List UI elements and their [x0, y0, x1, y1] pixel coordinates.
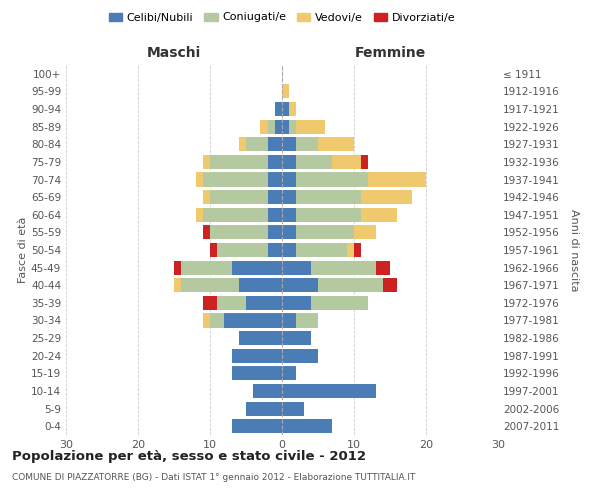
Bar — [368, 172, 426, 186]
Bar — [246, 137, 268, 152]
Bar — [232, 419, 282, 433]
Bar — [289, 120, 296, 134]
Bar — [361, 190, 412, 204]
Bar — [246, 296, 282, 310]
Bar — [174, 260, 181, 274]
Bar — [210, 190, 268, 204]
Bar — [282, 190, 296, 204]
Bar — [210, 226, 268, 239]
Bar — [268, 155, 282, 169]
Bar — [311, 296, 368, 310]
Bar — [203, 172, 268, 186]
Bar — [282, 419, 332, 433]
Bar — [282, 402, 304, 415]
Bar — [203, 208, 268, 222]
Bar — [282, 260, 311, 274]
Bar — [361, 155, 368, 169]
Bar — [376, 260, 390, 274]
Bar — [268, 243, 282, 257]
Text: Popolazione per età, sesso e stato civile - 2012: Popolazione per età, sesso e stato civil… — [12, 450, 366, 463]
Bar — [275, 120, 282, 134]
Y-axis label: Fasce di età: Fasce di età — [18, 217, 28, 283]
Bar — [361, 208, 397, 222]
Bar — [282, 155, 296, 169]
Bar — [296, 190, 361, 204]
Bar — [282, 366, 296, 380]
Bar — [210, 243, 217, 257]
Bar — [282, 243, 296, 257]
Bar — [217, 243, 268, 257]
Bar — [282, 208, 296, 222]
Bar — [282, 102, 289, 116]
Bar — [282, 226, 296, 239]
Bar — [210, 314, 224, 328]
Bar — [296, 208, 361, 222]
Bar — [289, 102, 296, 116]
Bar — [296, 243, 347, 257]
Bar — [203, 296, 217, 310]
Bar — [318, 278, 383, 292]
Bar — [268, 208, 282, 222]
Bar — [332, 155, 361, 169]
Y-axis label: Anni di nascita: Anni di nascita — [569, 209, 579, 291]
Bar — [260, 120, 268, 134]
Bar — [239, 278, 282, 292]
Bar — [174, 278, 181, 292]
Bar — [203, 226, 210, 239]
Bar — [239, 331, 282, 345]
Bar — [282, 137, 296, 152]
Bar — [296, 155, 332, 169]
Bar — [282, 172, 296, 186]
Text: COMUNE DI PIAZZATORRE (BG) - Dati ISTAT 1° gennaio 2012 - Elaborazione TUTTITALI: COMUNE DI PIAZZATORRE (BG) - Dati ISTAT … — [12, 472, 415, 482]
Bar — [296, 172, 368, 186]
Bar — [268, 190, 282, 204]
Bar — [268, 226, 282, 239]
Bar — [282, 331, 311, 345]
Bar — [268, 137, 282, 152]
Legend: Celibi/Nubili, Coniugati/e, Vedovi/e, Divorziati/e: Celibi/Nubili, Coniugati/e, Vedovi/e, Di… — [104, 8, 460, 27]
Bar — [282, 84, 289, 98]
Bar — [253, 384, 282, 398]
Bar — [181, 278, 239, 292]
Bar — [282, 296, 311, 310]
Bar — [296, 137, 318, 152]
Bar — [196, 208, 203, 222]
Bar — [296, 120, 325, 134]
Bar — [296, 226, 354, 239]
Bar — [232, 366, 282, 380]
Bar — [311, 260, 376, 274]
Bar — [275, 102, 282, 116]
Bar — [383, 278, 397, 292]
Bar — [282, 348, 318, 363]
Bar — [210, 155, 268, 169]
Bar — [354, 226, 376, 239]
Bar — [224, 314, 282, 328]
Bar — [296, 314, 318, 328]
Bar — [268, 172, 282, 186]
Bar — [203, 314, 210, 328]
Bar — [347, 243, 354, 257]
Bar — [217, 296, 246, 310]
Bar — [318, 137, 354, 152]
Bar — [232, 260, 282, 274]
Bar — [196, 172, 203, 186]
Bar — [232, 348, 282, 363]
Bar — [246, 402, 282, 415]
Bar — [239, 137, 246, 152]
Bar — [282, 384, 376, 398]
Bar — [203, 155, 210, 169]
Bar — [282, 278, 318, 292]
Bar — [282, 120, 289, 134]
Bar — [282, 314, 296, 328]
Bar — [268, 120, 275, 134]
Bar — [181, 260, 232, 274]
Bar — [203, 190, 210, 204]
Bar — [354, 243, 361, 257]
